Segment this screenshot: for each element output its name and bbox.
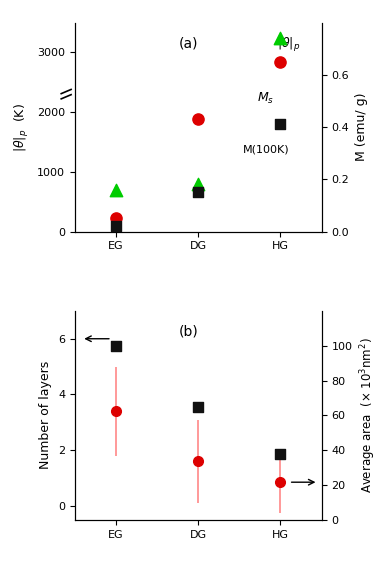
Point bbox=[278, 57, 283, 66]
Point bbox=[278, 449, 283, 458]
Point bbox=[195, 402, 201, 411]
Point bbox=[113, 341, 119, 350]
Point bbox=[278, 120, 283, 129]
Point bbox=[113, 185, 119, 194]
Point bbox=[113, 214, 119, 223]
Y-axis label: Number of layers: Number of layers bbox=[39, 361, 52, 470]
Text: $|\theta|_p$: $|\theta|_p$ bbox=[277, 36, 301, 54]
Text: M(100K): M(100K) bbox=[243, 144, 289, 154]
Text: $M_s$: $M_s$ bbox=[257, 91, 275, 106]
Y-axis label: $|\theta|_p$  (K): $|\theta|_p$ (K) bbox=[13, 103, 31, 151]
Y-axis label: Average area  ($\times$ 10$^3$nm$^2$): Average area ($\times$ 10$^3$nm$^2$) bbox=[358, 337, 374, 493]
Y-axis label: M (emu/ g): M (emu/ g) bbox=[355, 93, 368, 161]
Point bbox=[278, 33, 283, 42]
Point bbox=[113, 222, 119, 231]
Point bbox=[195, 179, 201, 188]
Text: (b): (b) bbox=[178, 325, 198, 339]
Text: (a): (a) bbox=[178, 37, 198, 51]
Point bbox=[195, 188, 201, 197]
Point bbox=[195, 115, 201, 124]
